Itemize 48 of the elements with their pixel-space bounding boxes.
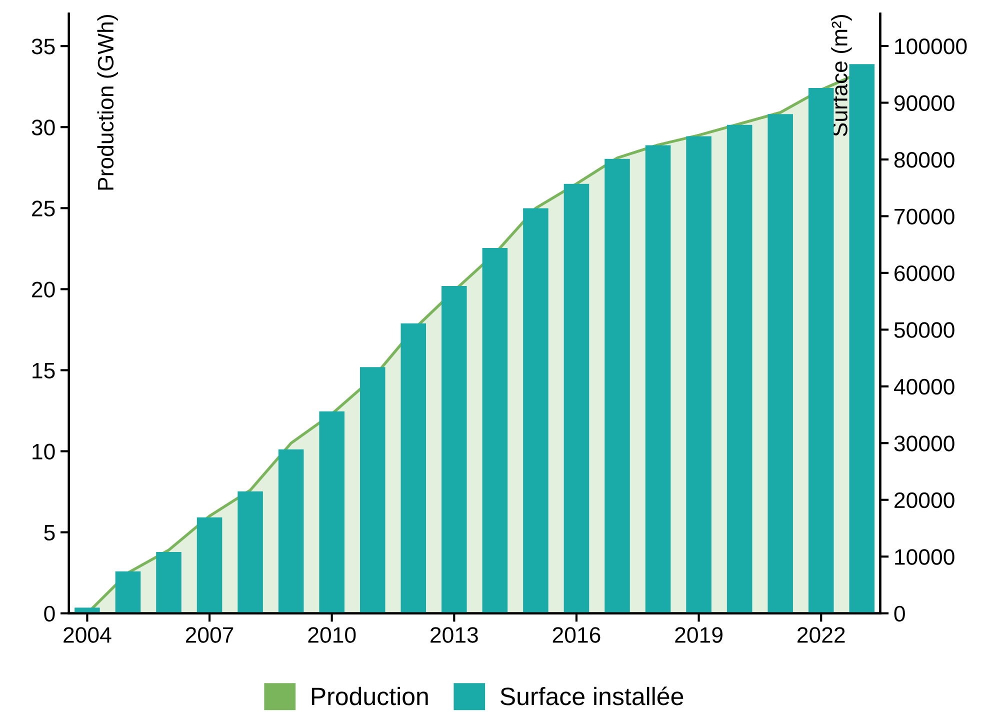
y2-tick-label: 80000	[894, 152, 954, 168]
bar	[686, 136, 712, 614]
y2-tick-label: 50000	[894, 322, 954, 338]
bar	[645, 145, 671, 614]
bar	[278, 449, 304, 614]
bar	[196, 517, 222, 614]
y2-tick-label: 70000	[894, 208, 954, 224]
y-tick-label: 35	[32, 38, 55, 54]
y-tick-label: 0	[44, 606, 55, 622]
bar	[523, 208, 548, 614]
y-axis-title: Production (GWh)	[97, 15, 118, 190]
bar	[238, 491, 263, 614]
y-tick-label: 15	[32, 362, 55, 378]
bar	[442, 286, 467, 614]
bar	[360, 367, 386, 614]
y2-tick-label: 10000	[895, 549, 954, 565]
y2-tick-label: 90000	[894, 95, 954, 111]
bar	[768, 114, 793, 614]
x-tick-label: 2016	[552, 627, 600, 643]
bar	[319, 411, 344, 614]
y-tick-label: 10	[32, 444, 55, 460]
bar	[564, 184, 590, 614]
bar	[726, 124, 752, 614]
x-tick-label: 2007	[186, 627, 234, 643]
y2-tick-label: 40000	[894, 378, 954, 395]
y2-tick-label: 0	[894, 606, 905, 622]
y-tick-label: 20	[32, 282, 55, 298]
bar	[808, 88, 834, 614]
bar	[849, 64, 875, 614]
y-tick-label: 30	[32, 120, 55, 136]
bar	[482, 248, 508, 614]
legend-label: Production	[312, 686, 428, 706]
y2-tick-label: 60000	[894, 265, 954, 282]
bar	[604, 158, 630, 614]
x-tick-label: 2022	[798, 627, 845, 643]
legend-label: Surface installée	[500, 686, 684, 706]
y2-tick-label: 100000	[895, 38, 967, 54]
y-tick-label: 25	[32, 200, 55, 216]
bar	[400, 323, 426, 614]
x-tick-label: 2010	[308, 627, 356, 643]
y-tick-label: 5	[44, 525, 55, 541]
y2-tick-label: 30000	[894, 436, 954, 452]
x-tick-label: 2019	[675, 627, 722, 643]
y2-tick-label: 20000	[894, 492, 954, 508]
x-tick-label: 2013	[430, 627, 478, 643]
bar	[156, 552, 182, 614]
x-tick-label: 2004	[64, 627, 112, 643]
bar	[115, 571, 141, 614]
